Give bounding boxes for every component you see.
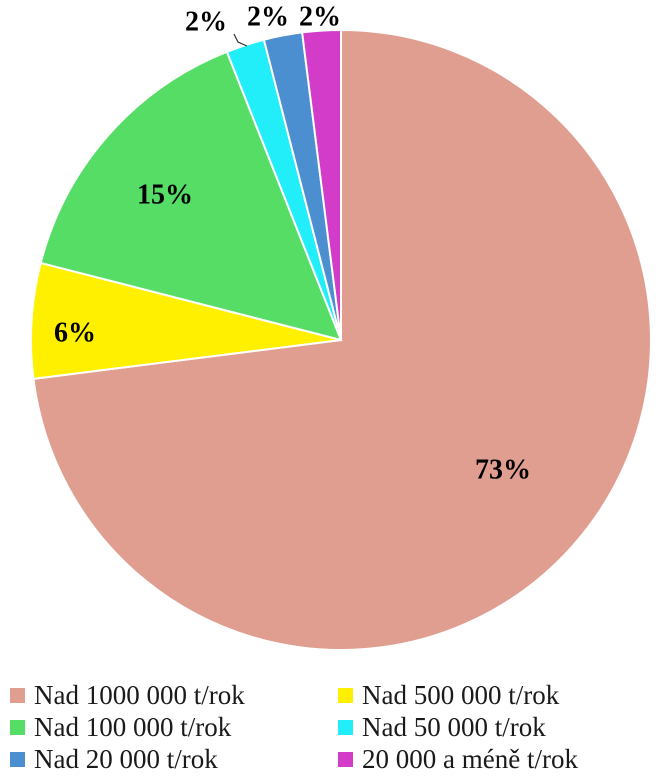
pie-chart: 73% 6% 15% 2% 2% 2%	[30, 1, 652, 651]
pie-slice	[39, 50, 343, 342]
slice-percent-label: 73%	[475, 454, 531, 485]
legend-label: Nad 500 000 t/rok	[362, 680, 560, 710]
legend-item: Nad 50 000 t/rok	[338, 714, 546, 741]
legend-label: Nad 20 000 t/rok	[34, 744, 218, 774]
pie-slice	[32, 28, 652, 651]
chart-legend: Nad 1000 000 t/rok Nad 500 000 t/rok Nad 1…	[0, 676, 660, 779]
legend-swatch	[338, 752, 353, 767]
slice-percent-label: 15%	[137, 179, 193, 210]
slice-percent-label: 2%	[247, 1, 289, 32]
legend-item: Nad 500 000 t/rok	[338, 682, 559, 709]
legend-swatch	[338, 720, 353, 735]
legend-label: 20 000 a méně t/rok	[362, 744, 578, 774]
slice-percent-label: 6%	[54, 317, 96, 348]
slice-percent-label: 2%	[185, 6, 227, 37]
slice-percent-label: 2%	[299, 1, 341, 32]
legend-item: Nad 100 000 t/rok	[10, 714, 231, 741]
legend-item: 20 000 a méně t/rok	[338, 746, 578, 773]
legend-label: Nad 1000 000 t/rok	[34, 680, 245, 710]
legend-swatch	[10, 688, 25, 703]
label-leader-line	[233, 33, 248, 47]
legend-label: Nad 50 000 t/rok	[362, 712, 546, 742]
legend-swatch	[10, 720, 25, 735]
legend-label: Nad 100 000 t/rok	[34, 712, 232, 742]
pie-slice	[301, 28, 342, 341]
legend-item: Nad 20 000 t/rok	[10, 746, 218, 773]
legend-item: Nad 1000 000 t/rok	[10, 682, 245, 709]
legend-swatch	[338, 688, 353, 703]
legend-swatch	[10, 752, 25, 767]
